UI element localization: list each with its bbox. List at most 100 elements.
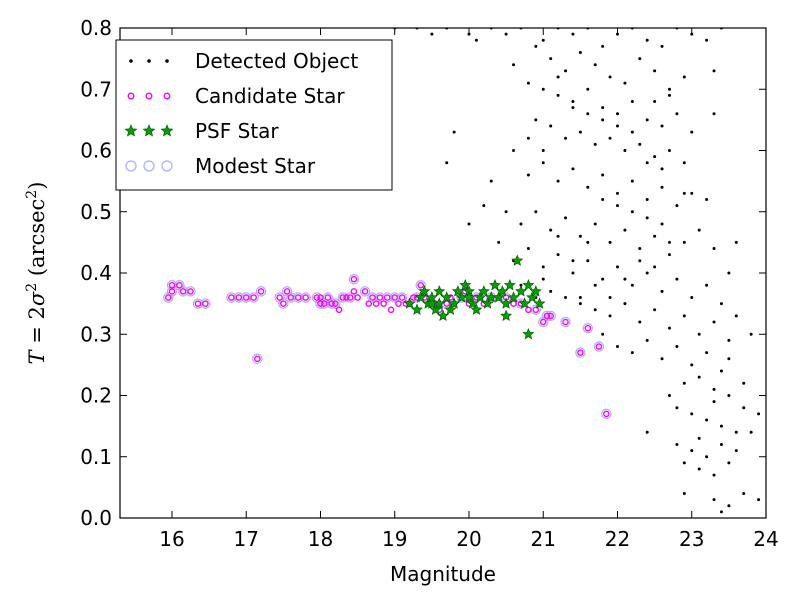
detected-object-point: [623, 302, 627, 306]
detected-object-point: [586, 185, 590, 189]
detected-object-point: [601, 277, 605, 281]
detected-object-point: [630, 283, 634, 287]
detected-object-point: [712, 400, 716, 404]
detected-object-point: [556, 179, 560, 183]
y-axis-unit-open: (arcsec: [25, 199, 49, 283]
detected-object-point: [734, 430, 738, 434]
detected-object-point: [705, 351, 709, 355]
modest-star-point: [315, 298, 326, 309]
legend-marker-modest-star: [125, 160, 137, 172]
psf-star-point: [503, 278, 516, 291]
candidate-star-point: [317, 294, 324, 301]
y-axis-eq: = 2: [25, 306, 49, 350]
y-axis-var: T: [25, 348, 49, 364]
detected-object-point: [653, 155, 657, 159]
detected-object-point: [712, 387, 716, 391]
candidate-star-point: [235, 294, 243, 301]
modest-star-point: [582, 322, 593, 334]
candidate-star-point: [369, 294, 376, 301]
candidate-star-point: [350, 275, 358, 283]
candidate-star-point: [320, 300, 328, 307]
legend-marker-detected-object: [165, 59, 169, 63]
detected-object-point: [615, 191, 619, 195]
candidate-star-point: [313, 294, 321, 301]
candidate-star-point: [532, 306, 540, 314]
psf-star-point: [492, 291, 505, 303]
detected-object-point: [549, 289, 553, 293]
candidate-star-point: [350, 288, 358, 295]
psf-star-point: [463, 291, 475, 303]
detected-object-point: [719, 424, 723, 428]
detected-object-point: [667, 87, 671, 91]
candidate-star-point: [280, 300, 287, 307]
candidate-star-point: [339, 294, 347, 301]
detected-object-point: [615, 345, 619, 348]
detected-object-point: [512, 149, 516, 152]
detected-object-point: [690, 296, 694, 299]
modest-star-point: [541, 310, 553, 322]
detected-object-point: [549, 124, 553, 128]
detected-object-point: [549, 57, 553, 61]
detected-object-point: [645, 198, 649, 201]
x-tick-label: 22: [605, 527, 630, 551]
detected-object-point: [534, 44, 538, 48]
psf-star-point: [411, 303, 423, 315]
detected-object-point: [727, 461, 731, 465]
legend-item-candidate-star: Candidate Star: [127, 84, 345, 108]
candidate-star-point: [372, 300, 380, 307]
detected-object-point: [727, 394, 731, 397]
detected-object-point: [660, 167, 664, 171]
detected-object-point: [615, 112, 619, 116]
psf-star-point: [477, 285, 490, 297]
detected-object-point: [593, 142, 597, 146]
detected-object-point: [571, 259, 575, 263]
x-tick-label: 23: [679, 527, 704, 551]
detected-object-point: [608, 240, 612, 244]
detected-object-point: [638, 259, 642, 263]
psf-star-point: [459, 278, 472, 291]
modest-star-point: [278, 298, 289, 309]
modest-star-point: [311, 292, 322, 303]
detected-object-point: [682, 240, 686, 244]
detected-object-point: [630, 179, 634, 183]
detected-object-point: [645, 216, 649, 220]
detected-object-point: [504, 210, 508, 214]
detected-object-point: [675, 112, 679, 116]
candidate-star-point: [603, 410, 610, 418]
psf-star-point: [522, 278, 535, 291]
detected-object-point: [653, 308, 657, 312]
detected-object-point: [467, 222, 471, 226]
detected-object-point: [526, 81, 530, 85]
detected-object-point: [586, 87, 590, 91]
detected-object-point: [667, 326, 671, 330]
detected-object-point: [719, 369, 723, 373]
legend: Detected Object Candidate Star PSF Star Mod…: [115, 39, 393, 191]
detected-object-point: [593, 222, 597, 226]
detected-object-point: [608, 136, 612, 140]
detected-object-point: [667, 253, 671, 257]
legend-label-modest-star: Modest Star: [195, 154, 316, 178]
candidate-star-point: [276, 294, 283, 301]
detected-object-point: [541, 87, 545, 91]
modest-star-point: [163, 292, 174, 303]
candidate-star-point: [395, 300, 402, 307]
candidate-star-point: [317, 300, 324, 307]
detected-object-point: [667, 394, 671, 397]
y-tick-label: 0.7: [80, 77, 112, 101]
detected-object-point: [697, 436, 701, 440]
candidate-star-point: [168, 288, 176, 295]
detected-object-point: [653, 100, 657, 103]
detected-object-point: [601, 118, 605, 122]
detected-object-point: [712, 247, 716, 250]
x-tick-label: 16: [159, 527, 184, 551]
detected-object-point: [497, 240, 501, 244]
x-tick-label: 17: [234, 527, 259, 551]
detected-object-point: [601, 44, 605, 48]
detected-object-point: [712, 498, 716, 502]
psf-star-point: [433, 285, 446, 297]
legend-marker-detected-object: [147, 59, 151, 63]
x-tick-label: 19: [382, 527, 407, 551]
detected-object-point: [578, 234, 582, 238]
detected-object-point: [667, 149, 671, 152]
y-axis-sq: 2: [24, 283, 40, 292]
